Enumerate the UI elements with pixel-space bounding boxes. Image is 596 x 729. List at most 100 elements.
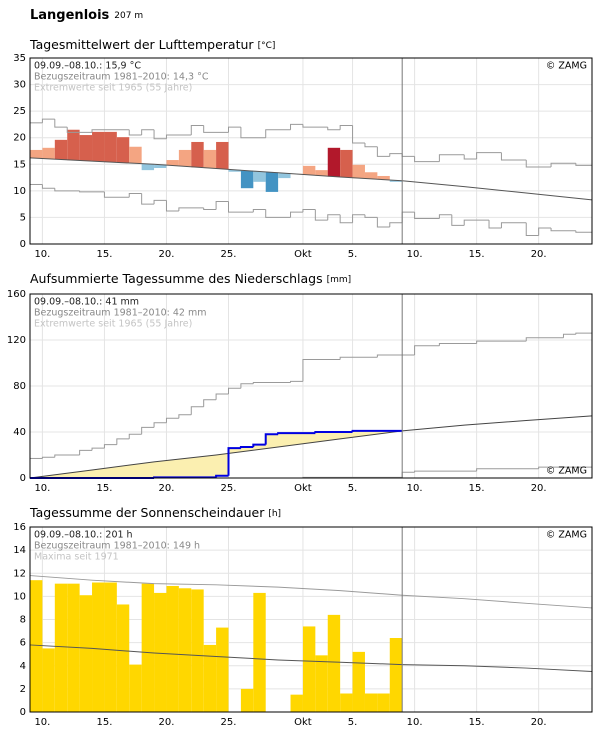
chart-panel: Aufsummierte Tagessumme des Niederschlag… xyxy=(7,271,593,494)
step-line xyxy=(178,207,204,212)
step-line xyxy=(376,217,390,228)
bar xyxy=(104,131,117,163)
bar xyxy=(327,147,341,177)
x-tick-label: 10. xyxy=(407,483,423,494)
step-line xyxy=(376,354,415,358)
step-line xyxy=(414,470,477,473)
bar xyxy=(42,648,55,712)
step-line xyxy=(165,200,179,212)
bar xyxy=(228,169,241,172)
step-line xyxy=(203,207,217,210)
step-line xyxy=(476,340,527,344)
x-tick-label: 10. xyxy=(34,483,50,494)
step-line xyxy=(414,212,440,219)
chart-title: Tagessumme der Sonnenscheindauer [h] xyxy=(29,505,281,520)
bar xyxy=(389,638,403,712)
step-line xyxy=(227,126,241,133)
step-line xyxy=(351,429,403,432)
step-line xyxy=(575,163,592,166)
step-line xyxy=(525,337,564,342)
y-tick-label: 35 xyxy=(13,53,26,64)
step-line xyxy=(91,447,105,451)
step-line xyxy=(438,154,465,162)
y-tick-label: 16 xyxy=(13,522,26,533)
y-tick-label: 6 xyxy=(20,638,26,649)
y-tick-label: 14 xyxy=(13,545,26,556)
x-tick-label: 10. xyxy=(407,717,423,728)
step-line xyxy=(451,214,465,226)
step-line xyxy=(153,129,167,140)
step-line xyxy=(128,433,142,439)
bar xyxy=(30,580,43,712)
step-line xyxy=(476,468,539,472)
step-line xyxy=(240,383,254,389)
bar xyxy=(364,693,378,712)
bar xyxy=(302,165,316,175)
step-line xyxy=(575,332,592,335)
bar xyxy=(67,129,80,161)
note: Extremwerte seit 1965 (55 Jahre) xyxy=(34,319,192,330)
step-line xyxy=(389,153,403,157)
step-line xyxy=(302,359,341,382)
note: Extremwerte seit 1965 (55 Jahre) xyxy=(34,83,192,94)
step-line xyxy=(389,222,403,227)
step-line xyxy=(66,127,93,133)
bar xyxy=(377,693,390,712)
step-line xyxy=(364,214,378,218)
bar xyxy=(79,135,93,161)
bar xyxy=(54,583,68,712)
y-tick-label: 25 xyxy=(13,106,26,117)
bar xyxy=(364,172,378,179)
step-line xyxy=(190,124,204,136)
x-tick-label: 15. xyxy=(469,249,485,260)
x-tick-label: 10. xyxy=(34,249,50,260)
step-line xyxy=(91,129,130,133)
chart-unit: [°C] xyxy=(258,41,276,51)
step-line xyxy=(550,228,576,232)
bar xyxy=(30,149,43,159)
bar xyxy=(129,146,142,164)
step-line xyxy=(290,123,303,130)
bar xyxy=(340,149,353,178)
step-line xyxy=(128,129,142,136)
bar xyxy=(203,149,217,169)
bar xyxy=(389,180,403,182)
y-tick-label: 10 xyxy=(13,591,26,602)
y-tick-label: 160 xyxy=(7,289,26,300)
bar xyxy=(203,644,217,712)
step-line xyxy=(302,124,328,128)
x-tick-label: 25. xyxy=(221,249,237,260)
bar xyxy=(315,655,328,712)
step-line xyxy=(414,156,440,163)
step-line xyxy=(525,222,539,236)
x-tick-label: Okt xyxy=(294,249,312,260)
note: Bezugszeitraum 1981–2010: 149 h xyxy=(34,541,200,552)
line xyxy=(29,575,593,609)
step-line xyxy=(414,345,440,355)
bar xyxy=(352,164,365,179)
step-line xyxy=(463,219,490,226)
step-line xyxy=(54,188,80,192)
step-line xyxy=(141,193,155,205)
y-tick-label: 0 xyxy=(20,239,26,250)
bar xyxy=(54,139,68,160)
line xyxy=(29,415,593,479)
line xyxy=(29,157,593,201)
plot-frame xyxy=(29,293,593,479)
step-line xyxy=(352,214,365,223)
step-line xyxy=(153,422,167,428)
station-name: Langenlois xyxy=(30,8,110,23)
x-tick-label: 5. xyxy=(348,483,358,494)
step-line xyxy=(203,125,229,133)
y-tick-label: 120 xyxy=(7,335,26,346)
step-line xyxy=(438,214,452,219)
bar xyxy=(191,589,204,712)
step-line xyxy=(327,127,341,131)
bar xyxy=(141,163,155,171)
bar xyxy=(240,688,254,712)
step-line xyxy=(339,124,353,130)
x-tick-label: 10. xyxy=(407,249,423,260)
bar xyxy=(166,160,179,166)
step-line xyxy=(141,426,155,435)
